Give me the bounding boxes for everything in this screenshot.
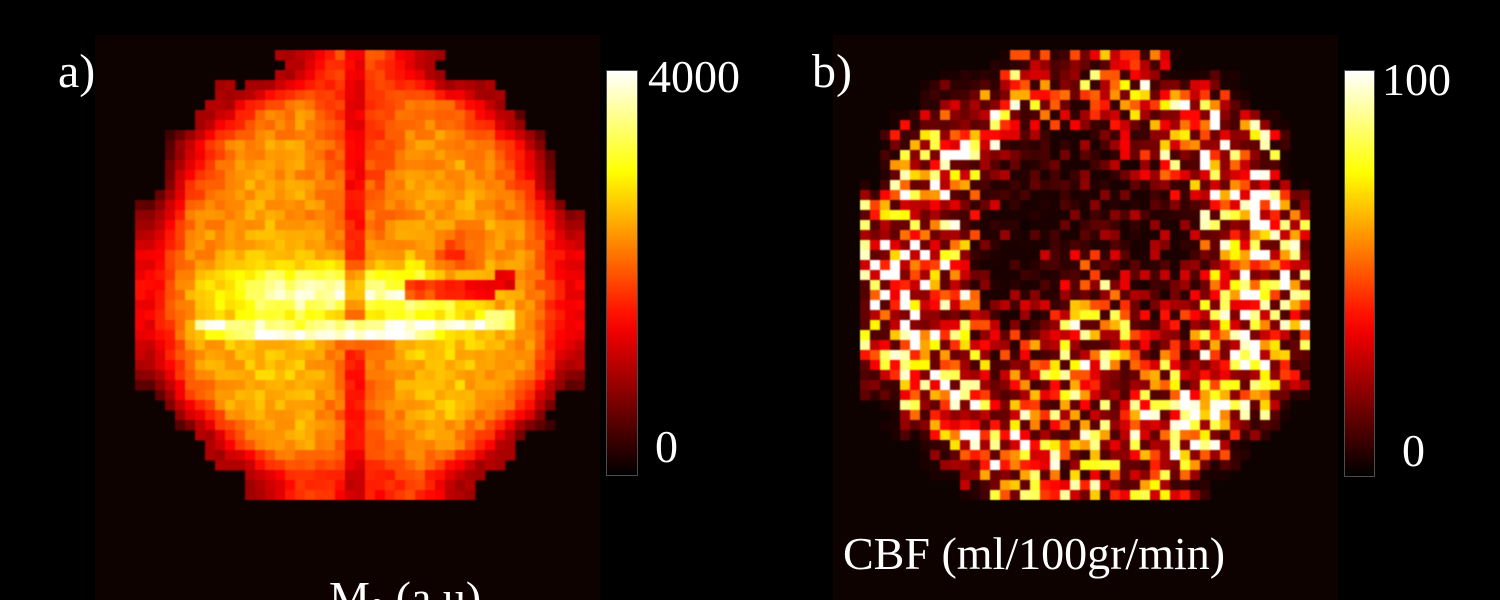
- panel-a-caption: M0 (a.u): [283, 529, 481, 600]
- caption-a-subscript: 0: [370, 594, 384, 600]
- panel-b-caption: CBF (ml/100gr/min): [843, 528, 1226, 579]
- colorbar-b-max-label: 100: [1382, 54, 1451, 105]
- brain-canvas-b: [860, 50, 1310, 500]
- brain-canvas-a: [135, 50, 585, 500]
- colorbar-a-max-label: 4000: [648, 51, 740, 102]
- colorbar-a: [606, 70, 638, 476]
- colorbar-b-min-label: 0: [1402, 425, 1425, 476]
- caption-a-suffix: (a.u): [384, 572, 482, 600]
- colorbar-b: [1344, 70, 1375, 477]
- panel-b-tag: b): [812, 45, 852, 98]
- panel-a-tag: a): [58, 45, 96, 98]
- colorbar-a-min-label: 0: [655, 421, 678, 472]
- caption-a-prefix: M: [329, 572, 370, 600]
